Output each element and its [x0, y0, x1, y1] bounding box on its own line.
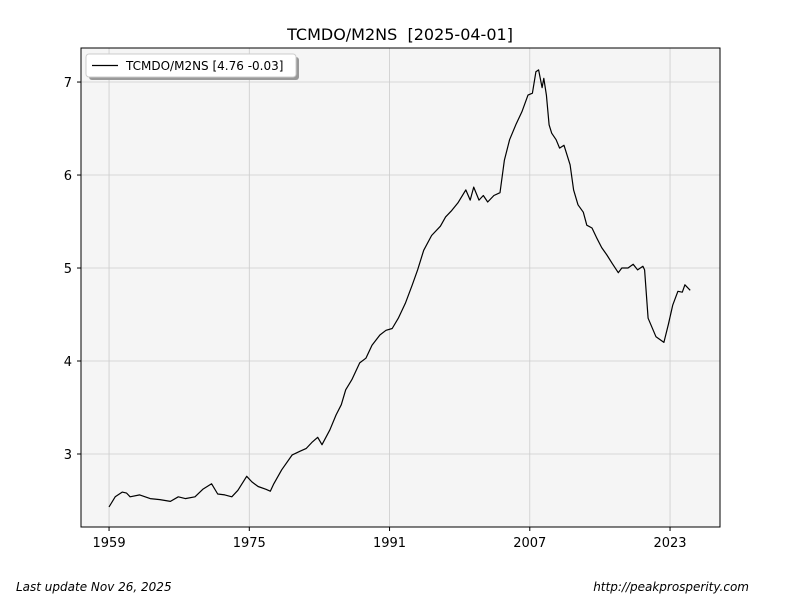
x-tick-label: 2007 — [513, 536, 546, 551]
series-lines — [108, 69, 691, 508]
x-tick-label: 1975 — [233, 536, 266, 551]
x-tick-label: 1991 — [373, 536, 406, 551]
legend: TCMDO/M2NS [4.76 -0.03] — [85, 53, 299, 80]
legend-label: TCMDO/M2NS [4.76 -0.03] — [125, 59, 283, 73]
footer-url[interactable]: http://peakprosperity.com — [593, 580, 749, 594]
y-tick-label: 3 — [64, 448, 72, 463]
y-tick-label: 5 — [64, 262, 72, 277]
grid — [81, 48, 720, 527]
series-line-tcmdo-m2ns — [108, 69, 691, 508]
plot-frame — [80, 47, 721, 528]
y-tick-label: 6 — [64, 169, 72, 184]
x-tick-label: 2023 — [653, 536, 686, 551]
x-tick-label: 1959 — [93, 536, 126, 551]
y-tick-label: 7 — [64, 76, 72, 91]
legend-box — [85, 53, 297, 78]
y-tick-label: 4 — [64, 355, 72, 370]
footer-last-update: Last update Nov 26, 2025 — [16, 580, 172, 594]
chart-title: TCMDO/M2NS [2025-04-01] — [286, 25, 513, 44]
plot-area — [81, 48, 720, 527]
ticks: 1959 1975 1991 2007 2023 3 4 5 6 7 — [64, 76, 687, 551]
